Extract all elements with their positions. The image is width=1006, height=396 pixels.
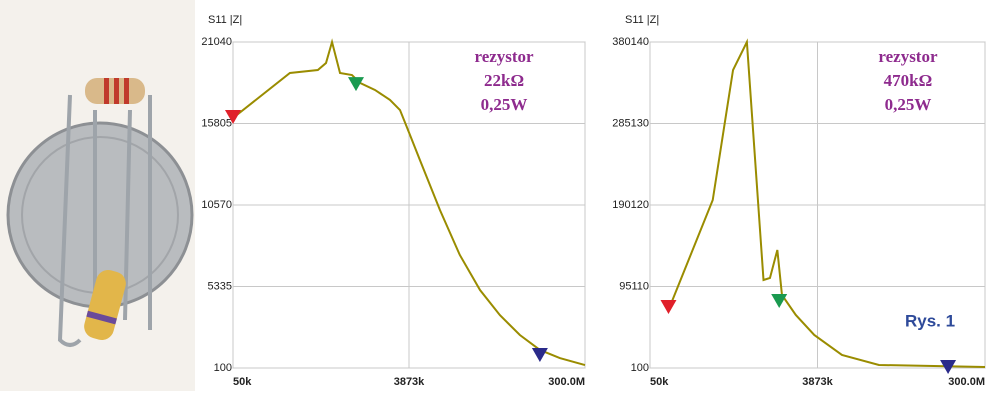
photo	[0, 0, 195, 391]
x-tick-label: 300.0M	[548, 376, 585, 388]
marker	[347, 77, 364, 92]
x-tick-label: 300.0M	[948, 376, 985, 388]
annotation: 470kΩ	[884, 71, 933, 90]
y-tick-label: 15805	[201, 117, 232, 129]
y-tick-label: 100	[631, 362, 649, 374]
marker	[225, 109, 241, 124]
y-axis-label: S11 |Z|	[625, 14, 659, 26]
annotation: 22kΩ	[484, 71, 524, 90]
annotation: 0,25W	[481, 95, 528, 114]
y-axis-label: S11 |Z|	[208, 14, 242, 26]
marker	[660, 299, 677, 314]
annotation: 0,25W	[885, 95, 932, 114]
annotation: rezystor	[878, 47, 938, 66]
y-tick-label: 5335	[208, 280, 232, 292]
series-line	[667, 38, 986, 368]
caption: Rys. 1	[905, 311, 955, 330]
x-tick-label: 3873k	[802, 376, 833, 388]
series-line	[232, 38, 586, 367]
y-tick-label: 10570	[201, 199, 232, 211]
y-tick-label: 190120	[612, 199, 649, 211]
y-tick-label: 21040	[201, 36, 232, 48]
x-tick-label: 50k	[650, 376, 669, 388]
y-tick-label: 380140	[612, 36, 649, 48]
x-tick-label: 50k	[233, 376, 252, 388]
y-tick-label: 100	[214, 362, 232, 374]
y-tick-label: 95110	[619, 280, 649, 292]
y-tick-label: 285130	[612, 117, 649, 129]
marker	[940, 360, 957, 374]
marker	[771, 293, 788, 308]
marker	[531, 348, 548, 363]
x-tick-label: 3873k	[394, 376, 425, 388]
annotation: rezystor	[474, 47, 534, 66]
